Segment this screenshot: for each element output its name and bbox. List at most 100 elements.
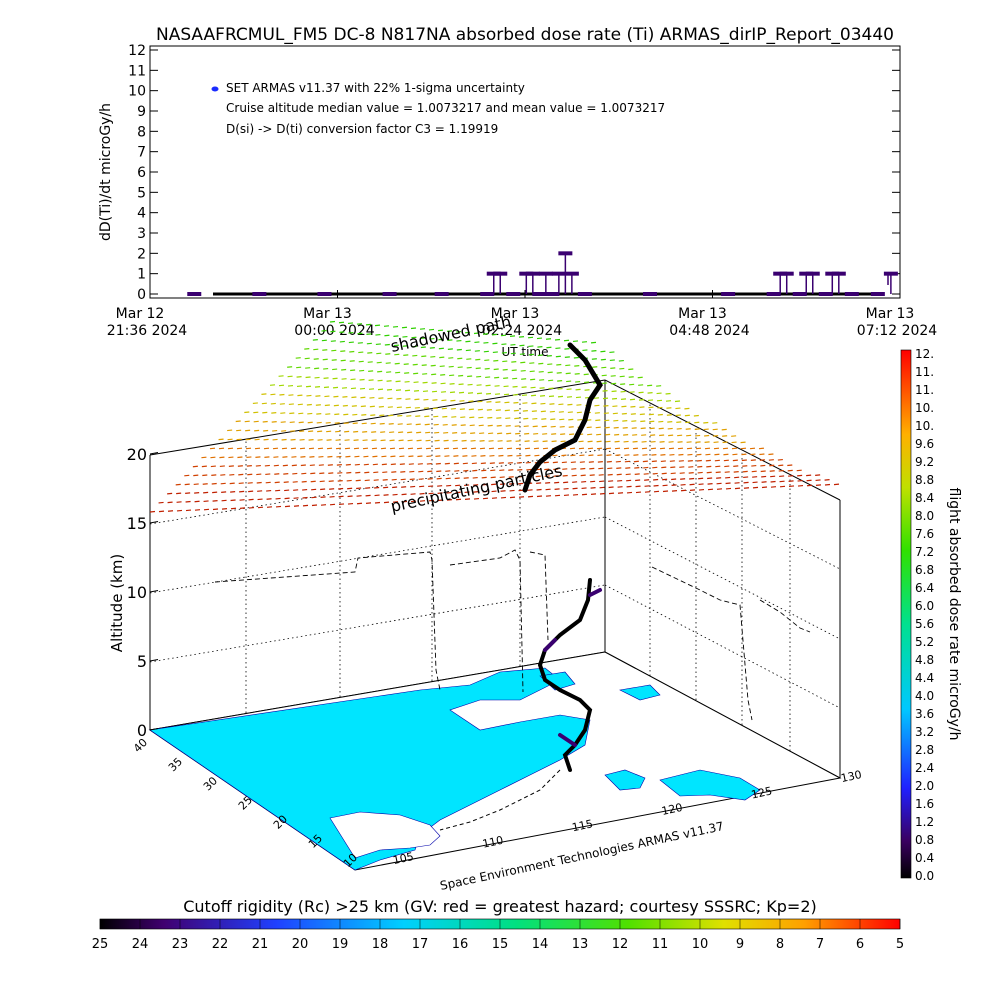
dose-plane-dash	[742, 465, 748, 467]
dose-plane-dash	[626, 491, 633, 494]
dose-plane-dash	[394, 362, 400, 365]
top-y-tick-label: 3	[137, 226, 146, 242]
dose-plane-dash	[452, 432, 458, 434]
dose-plane-dash	[414, 406, 420, 409]
dose-plane-dash	[491, 483, 497, 486]
dose-plane-dash	[350, 378, 356, 381]
dose-plane-dash	[606, 460, 612, 463]
dose-plane-dash	[554, 338, 561, 341]
top-x-tick-label-date: Mar 13	[866, 306, 915, 322]
dose-plane-dash	[501, 343, 507, 346]
dose-plane-dash	[175, 483, 181, 486]
dose-plane-dash	[431, 382, 437, 384]
dose-plane-dash	[457, 366, 463, 369]
dose-plane-dash	[287, 375, 293, 378]
dose-plane-dash	[420, 346, 426, 349]
dose-plane-dash	[371, 447, 378, 450]
dose-plane-dash	[725, 487, 732, 490]
dose-plane-dash	[743, 487, 750, 489]
dose-plane-dash	[594, 404, 600, 407]
dose-plane-dash	[590, 493, 597, 495]
dose-plane-dash	[580, 474, 586, 477]
dose-plane-dash	[518, 496, 525, 498]
dose-plane-dash	[392, 325, 399, 328]
dose-plane-dash	[555, 347, 561, 350]
dose-plane-dash	[526, 468, 532, 471]
dose-plane-dash	[760, 470, 766, 473]
longitude-tick-label: 130	[840, 768, 863, 785]
right-colorbar-tick-label: 4.4	[915, 671, 934, 685]
dose-plane-dash	[388, 423, 394, 425]
dose-plane-dash	[566, 396, 573, 398]
dose-point	[506, 292, 521, 296]
bottom-colorbar-tick-label: 20	[292, 937, 309, 952]
dose-plane-dash	[560, 433, 566, 435]
dose-plane-dash	[601, 366, 607, 369]
dose-plane-dash	[376, 352, 382, 355]
dose-plane-dash	[631, 427, 637, 429]
dose-plane-dash	[419, 500, 426, 502]
dose-plane-dash	[554, 488, 560, 490]
dose-plane-dash	[587, 447, 594, 450]
dose-plane-dash	[522, 410, 528, 412]
dose-plane-dash	[244, 420, 250, 423]
dose-plane-dash	[239, 507, 246, 509]
dose-plane-dash	[389, 439, 395, 442]
dose-plane-dash	[548, 395, 555, 398]
dose-plane-dash	[149, 510, 156, 513]
dose-plane-dash	[519, 353, 525, 355]
dose-plane-dash	[308, 447, 315, 450]
bottom-colorbar-tick-label: 11	[652, 937, 669, 952]
dose-plane-dash	[657, 406, 663, 409]
dose-plane-dash	[461, 432, 467, 434]
dose-plane-dash	[578, 447, 585, 450]
dose-plane-dash	[500, 483, 506, 485]
dose-plane-dash	[355, 479, 361, 482]
dose-plane-dash	[475, 367, 481, 370]
dose-plane-dash	[460, 416, 466, 419]
ground-track	[439, 769, 561, 831]
dose-plane-dash	[318, 464, 324, 466]
dose-plane-dash	[427, 478, 433, 480]
dose-plane-dash	[605, 447, 612, 450]
dose-plane-dash	[227, 438, 233, 441]
dose-plane-dash	[484, 359, 490, 362]
dose-point	[382, 292, 397, 296]
dose-plane-dash	[384, 343, 390, 346]
dose-plane-dash	[220, 482, 226, 485]
dose-plane-dash	[363, 455, 369, 458]
dose-plane-dash	[381, 463, 387, 466]
dose-plane-dash	[590, 341, 597, 344]
right-colorbar-tick-label: 8.4	[915, 491, 934, 505]
dose-plane-dash	[634, 466, 640, 469]
dose-plane-dash	[613, 426, 619, 429]
dose-plane-dash	[545, 495, 552, 497]
dose-plane-dash	[401, 326, 408, 329]
dose-plane-dash	[547, 371, 553, 374]
dose-plane-dash	[429, 337, 435, 340]
dose-plane-dash	[296, 366, 302, 369]
dose-plane-dash	[359, 369, 365, 372]
dose-plane-dash	[385, 353, 391, 355]
dose-plane-dash	[306, 394, 312, 397]
dose-plane-dash	[731, 435, 737, 437]
dose-plane-dash	[278, 384, 285, 387]
dose-plane-dash	[193, 483, 199, 486]
dose-plane-dash	[209, 447, 216, 450]
dose-plane-dash	[749, 447, 756, 450]
dose-plane-dash	[323, 367, 329, 370]
bottom-colorbar-tick-label: 21	[252, 937, 269, 952]
dose-plane-dash	[194, 500, 200, 503]
dose-plane-dash	[419, 492, 425, 495]
dose-plane-dash	[373, 479, 379, 481]
dose-plane-dash	[369, 405, 375, 408]
dose-plane-dash	[263, 447, 270, 450]
dose-plane-dash	[595, 419, 601, 422]
dose-plane-dash	[473, 491, 479, 493]
dose-plane-dash	[404, 372, 410, 374]
dose-plane-dash	[500, 334, 507, 337]
dose-plane-dash	[344, 439, 350, 441]
dose-plane-dash	[752, 481, 758, 484]
dose-plane-dash	[443, 447, 450, 450]
dose-plane-dash	[544, 475, 550, 478]
